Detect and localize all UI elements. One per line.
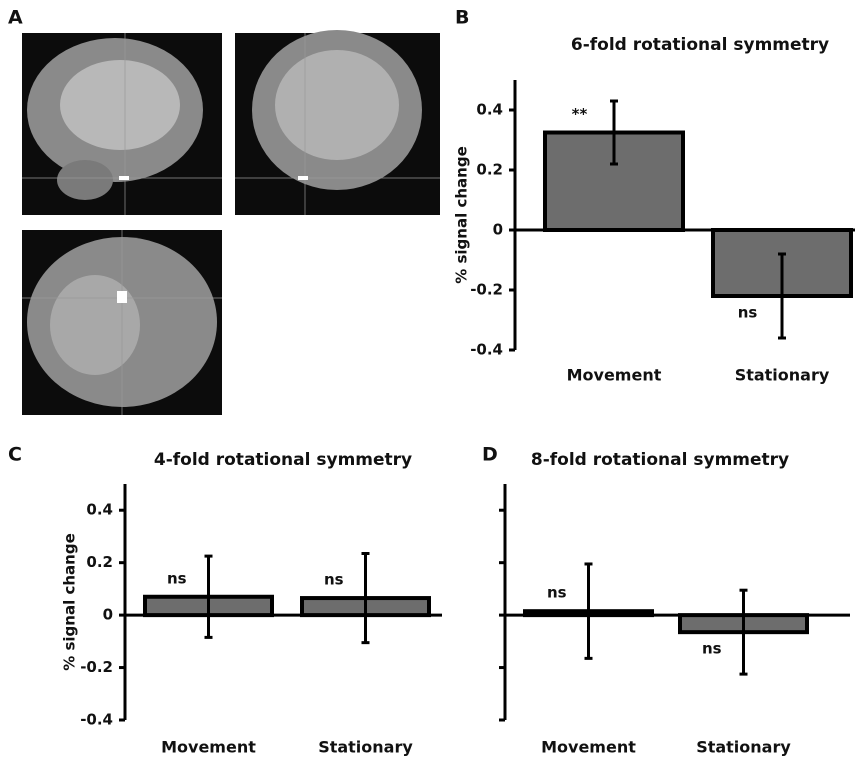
x-tick-label: Movement: [567, 366, 662, 385]
figure: A B 6-fold rotational symmetry % signal ch…: [0, 0, 864, 759]
activation: [117, 291, 127, 303]
annotation: ns: [702, 640, 722, 658]
x-tick-label: Stationary: [318, 738, 413, 757]
y-tick-label: 0.4: [476, 101, 503, 119]
x-tick-label: Movement: [541, 738, 636, 757]
panel-label: A: [8, 7, 23, 29]
cerebellum: [57, 160, 113, 200]
annotation: ns: [167, 569, 187, 587]
chart-title: 8-fold rotational symmetry: [531, 450, 789, 470]
y-tick-label: 0.2: [86, 553, 113, 571]
x-tick-label: Stationary: [735, 366, 830, 385]
brain-inner: [60, 60, 180, 150]
mri-images: [22, 30, 440, 415]
y-tick-label: -0.4: [470, 341, 503, 359]
activation: [119, 176, 129, 180]
chart-title: 6-fold rotational symmetry: [571, 35, 829, 55]
panel-label: B: [455, 7, 469, 29]
annotation: ns: [324, 571, 344, 589]
y-axis-label: % signal change: [61, 533, 79, 671]
y-tick-label: -0.4: [80, 711, 113, 729]
activation: [298, 176, 308, 180]
annotation: **: [572, 105, 588, 123]
brain-inner: [275, 50, 399, 160]
y-axis-label: % signal change: [453, 146, 471, 284]
y-tick-label: 0.2: [476, 161, 503, 179]
panel-label: C: [8, 444, 22, 466]
cerebellum: [50, 275, 140, 375]
annotation: ns: [738, 304, 758, 322]
y-tick-label: 0: [103, 606, 113, 624]
chart-title: 4-fold rotational symmetry: [154, 450, 412, 470]
x-tick-label: Movement: [161, 738, 256, 757]
y-tick-label: -0.2: [80, 658, 113, 676]
y-tick-label: 0: [493, 221, 503, 239]
annotation: ns: [547, 584, 567, 602]
panel-label: D: [482, 444, 498, 466]
y-tick-label: 0.4: [86, 501, 113, 519]
y-tick-label: -0.2: [470, 281, 503, 299]
x-tick-label: Stationary: [696, 738, 791, 757]
